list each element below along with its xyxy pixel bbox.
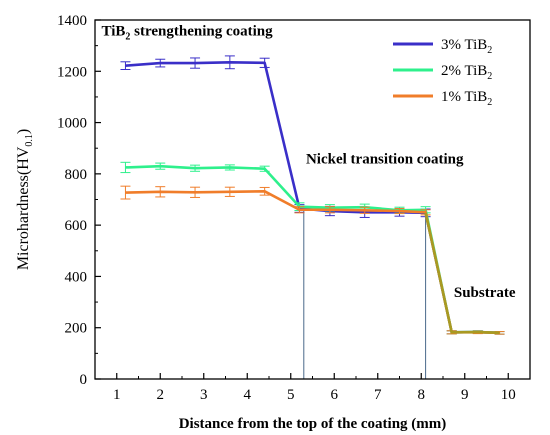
y-tick-label: 600 xyxy=(65,218,88,234)
error-bar xyxy=(190,186,201,198)
annotation-label: TiB2 strengthening coating xyxy=(102,23,274,42)
x-tick-label: 3 xyxy=(200,387,208,403)
error-bar xyxy=(120,185,131,200)
error-bar xyxy=(359,206,370,214)
y-tick-label: 1400 xyxy=(57,13,87,29)
legend: 3% TiB2 2% TiB2 1% TiB2 xyxy=(393,37,492,108)
legend-item: 2% TiB2 xyxy=(393,63,492,82)
error-bar xyxy=(324,206,335,214)
error-bar xyxy=(120,161,131,174)
error-bar xyxy=(120,61,131,70)
y-tick-label: 1200 xyxy=(57,64,87,80)
x-axis-title: Distance from the top of the coating (mm… xyxy=(179,416,447,432)
error-bar xyxy=(259,165,270,172)
error-bar xyxy=(224,55,235,70)
x-tick-label: 1 xyxy=(113,387,121,403)
legend-label: 1% TiB2 xyxy=(441,89,492,108)
error-bar xyxy=(190,57,201,69)
legend-label: 3% TiB2 xyxy=(441,37,492,56)
error-bar xyxy=(394,207,405,215)
error-bar xyxy=(190,164,201,172)
x-tick-label: 4 xyxy=(244,387,252,403)
y-tick-label: 200 xyxy=(65,321,88,337)
error-bar xyxy=(155,186,166,198)
error-bar xyxy=(224,164,235,171)
x-tick-label: 7 xyxy=(374,387,382,403)
annotations: TiB2 strengthening coating Nickel transit… xyxy=(102,23,516,301)
legend-item: 1% TiB2 xyxy=(393,89,492,108)
annotation-label: Substrate xyxy=(454,285,516,301)
x-tick-label: 10 xyxy=(501,387,516,403)
y-tick-label: 0 xyxy=(80,372,88,388)
annotation-label: Nickel transition coating xyxy=(306,152,464,168)
error-bar xyxy=(224,186,235,197)
error-bar xyxy=(155,58,166,68)
error-bar xyxy=(294,206,305,214)
y-axis-title: Microhardness(HV0.1) xyxy=(15,129,35,270)
x-tick-label: 8 xyxy=(418,387,426,403)
series-layer xyxy=(120,55,505,335)
x-tick-label: 5 xyxy=(287,387,295,403)
error-bar xyxy=(259,186,270,196)
x-tick-label: 2 xyxy=(157,387,165,403)
y-tick-label: 1000 xyxy=(57,116,87,132)
error-bar xyxy=(259,57,270,68)
series-line xyxy=(125,189,500,335)
boundary-lines xyxy=(303,209,427,379)
y-tick-label: 400 xyxy=(65,269,88,285)
legend-label: 2% TiB2 xyxy=(441,63,492,82)
legend-item: 3% TiB2 xyxy=(393,37,492,56)
y-tick-label: 800 xyxy=(65,167,88,183)
ticks: 0 200 400 600 800 1000 1200 1400 1 2 3 4 5 6 7 8 9 10 xyxy=(57,13,516,403)
substrate-line xyxy=(424,212,500,335)
x-tick-label: 6 xyxy=(331,387,339,403)
x-tick-label: 9 xyxy=(461,387,469,403)
error-bar xyxy=(155,162,166,170)
